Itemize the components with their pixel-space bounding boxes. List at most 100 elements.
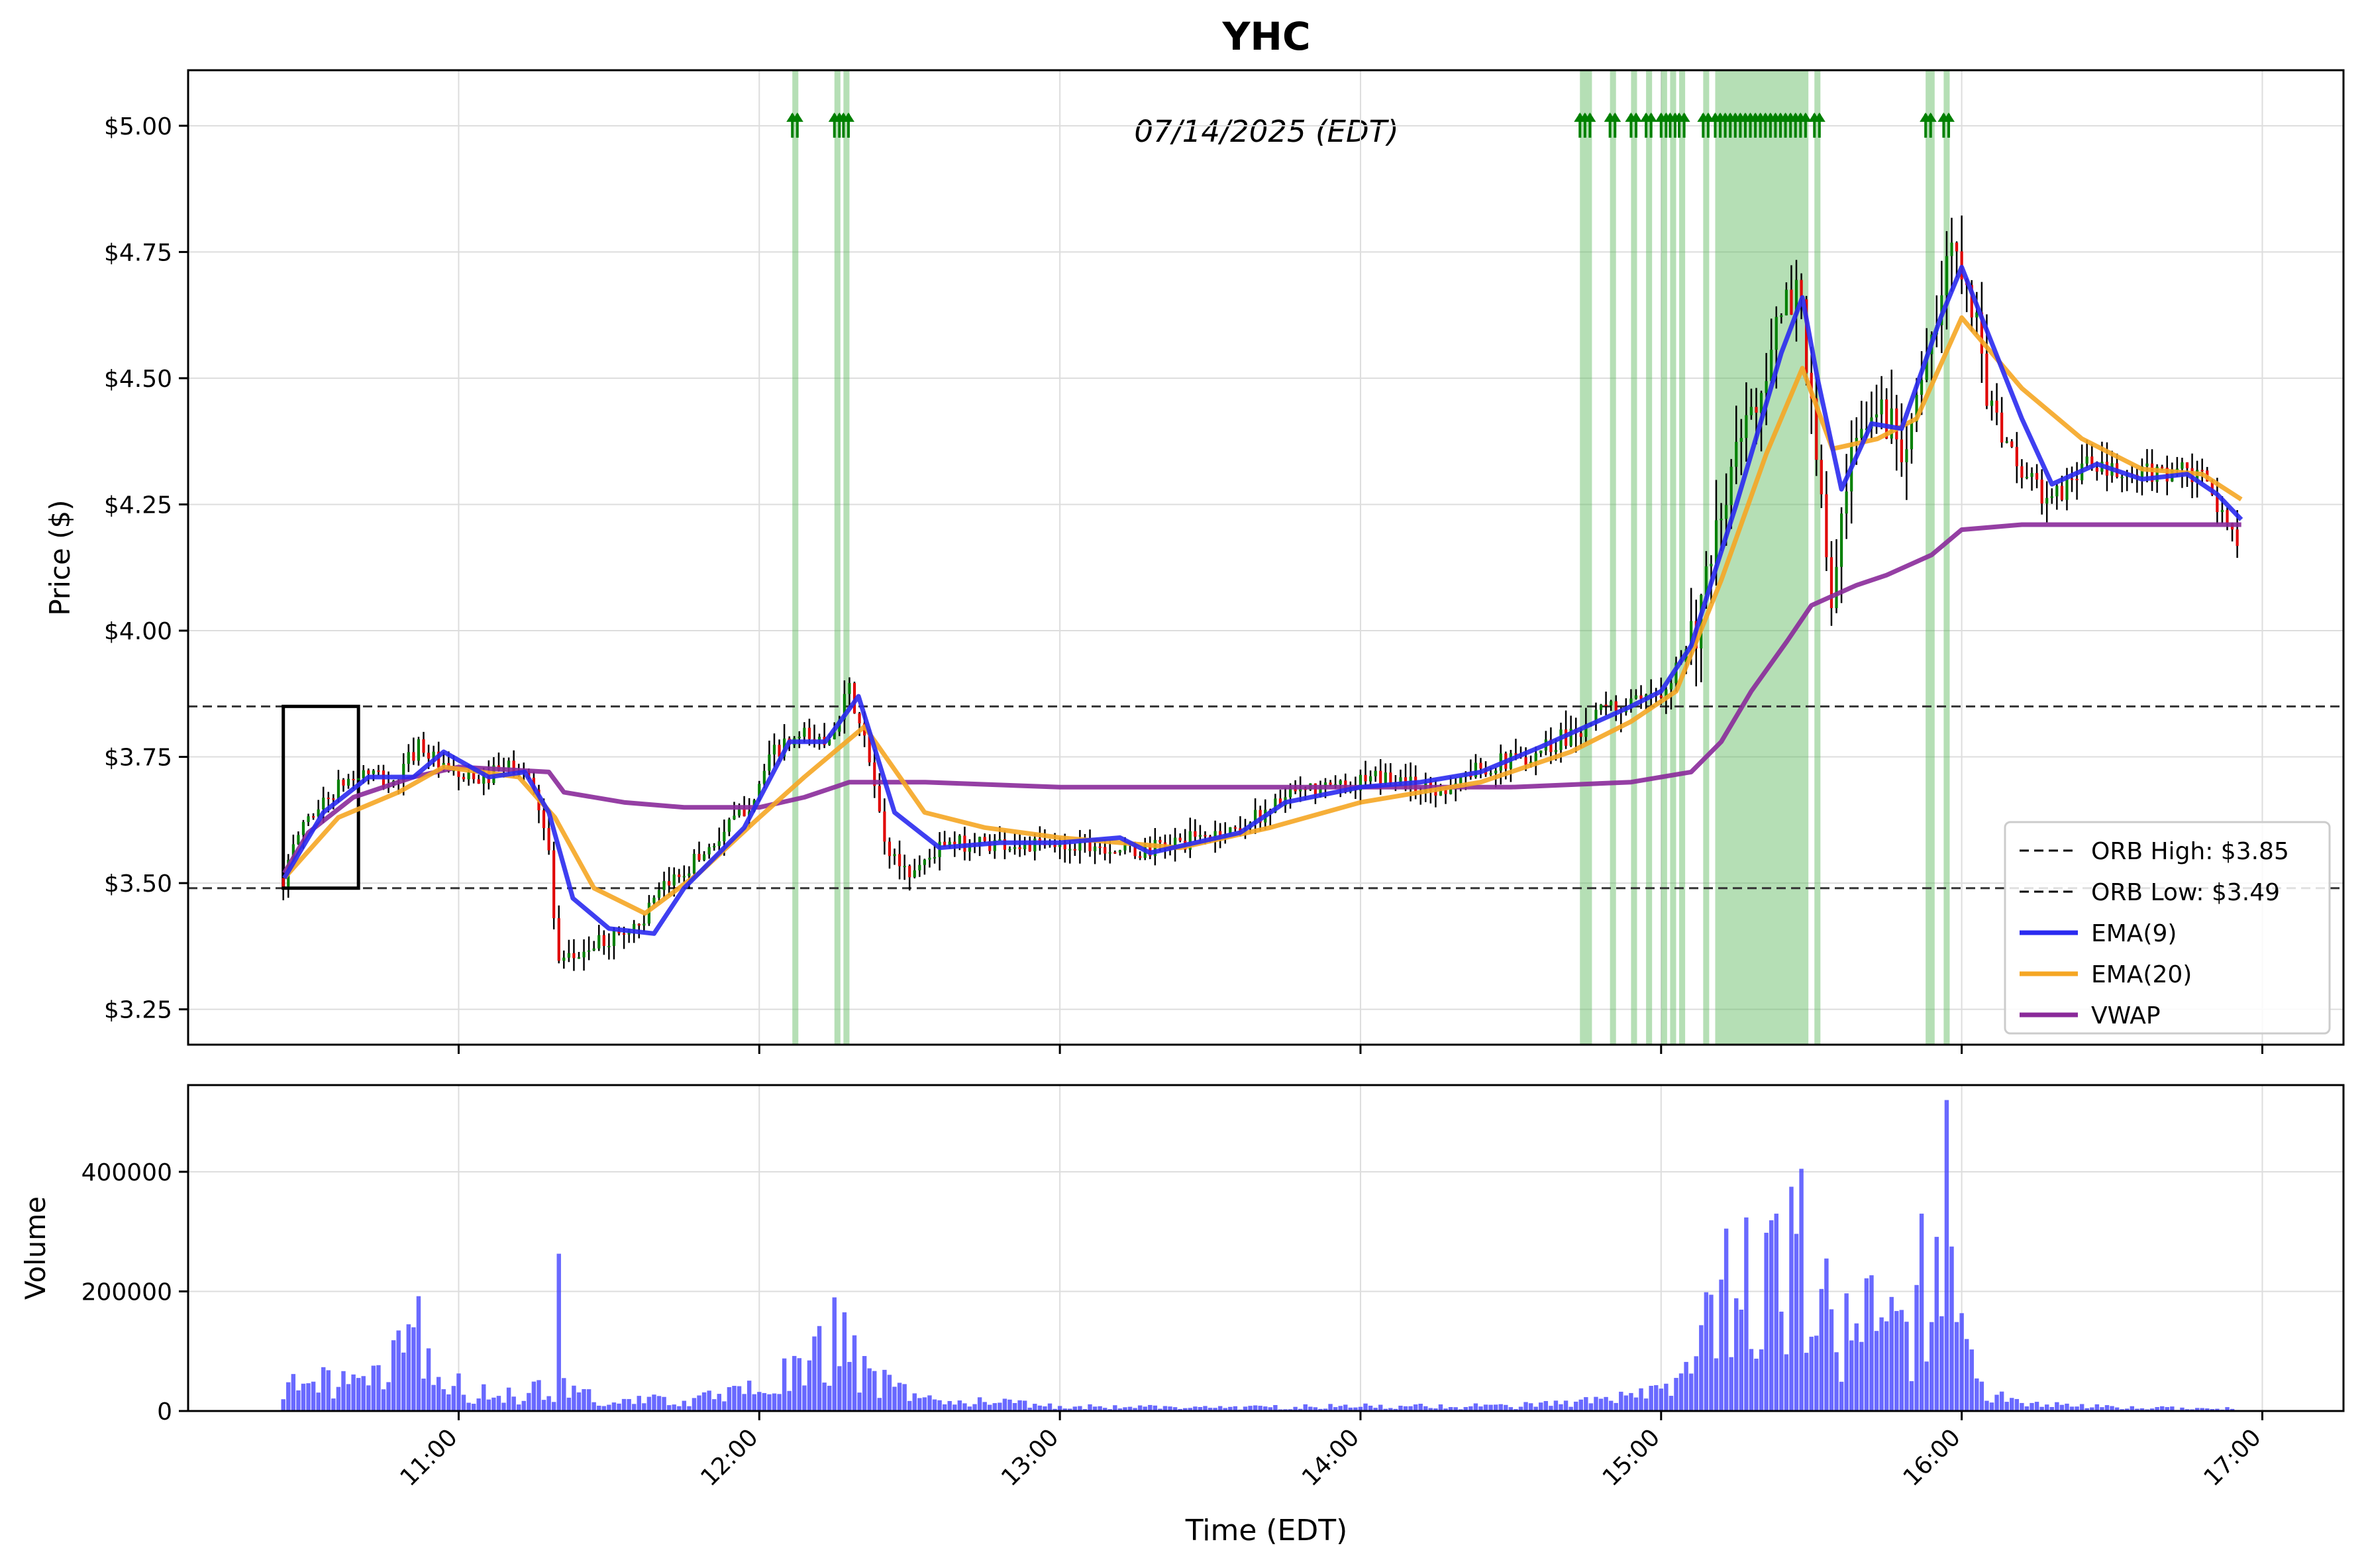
volume-bar [1183,1408,1188,1411]
legend-label: VWAP [2091,1002,2161,1029]
volume-bar [1383,1408,1388,1411]
candle-body [612,930,616,946]
candle-body [878,786,881,811]
volume-bar [381,1389,386,1411]
candle-body [467,772,470,780]
candle-body [1158,839,1162,843]
volume-bar [1569,1406,1573,1411]
candle-body [2035,473,2039,480]
candle-body [332,798,335,800]
volume-bar [1954,1322,1959,1411]
candle-body [657,890,661,898]
candle-body [472,772,476,780]
volume-bar [1323,1408,1328,1411]
candle-body [643,923,646,926]
candle-body [2085,456,2088,464]
volume-bar [967,1406,972,1411]
volume-bar [1172,1407,1178,1411]
candle-body [1008,849,1011,851]
volume-bar [1428,1408,1433,1411]
volume-bar [912,1393,917,1411]
price-tick-label: $3.75 [104,745,172,772]
candle-body [1925,354,1928,380]
candle-body [1399,777,1402,786]
volume-bar [2225,1407,2230,1411]
volume-bar [902,1384,907,1411]
volume-bar [952,1404,957,1411]
volume-bar [391,1340,396,1411]
volume-bar [527,1392,531,1411]
candle-body [908,866,911,878]
volume-bar [666,1405,672,1411]
volume-bar [1498,1404,1503,1411]
candle-body [1139,856,1142,859]
candle-body [557,918,560,961]
volume-bar [746,1381,752,1411]
candle-body [1133,844,1137,857]
candle-body [1274,798,1277,813]
candle-body [2210,481,2214,495]
legend: ORB High: $3.85 ORB Low: $3.49 EMA(9) EMA(2… [2004,821,2331,1035]
volume-bar [1193,1406,1198,1411]
candle-body [1805,299,1808,373]
volume-bar [461,1394,466,1411]
candle-body [1524,757,1527,765]
candle-body [1639,695,1643,700]
candle-body [2226,509,2229,524]
candle-body [1669,683,1673,690]
candle-body [1774,317,1778,350]
candle-body [1229,827,1232,835]
volume-bar [631,1404,637,1411]
candle-body [2236,529,2239,547]
candle-body [768,754,771,771]
volume-bar [1153,1405,1158,1411]
volume-axis-label: Volume [19,1196,52,1300]
volume-bar [1408,1406,1413,1411]
volume-bar [701,1392,707,1411]
vwap-line [282,522,2241,874]
date-annotation: 07/14/2025 (EDT) [1134,114,1398,149]
volume-bar [311,1381,316,1411]
volume-bar [486,1399,491,1411]
volume-bar [1263,1406,1268,1411]
volume-bar [1007,1399,1012,1411]
candle-body [727,819,731,832]
candle-body [1920,380,1924,395]
volume-bar [1904,1322,1909,1411]
candle-body [688,873,691,876]
signal-bands [792,70,1950,1045]
candle-body [1434,790,1437,796]
candle-body [1299,788,1302,792]
candle-body [672,874,676,886]
candle-body [432,751,435,759]
candle-body [918,864,921,870]
candle-body [1845,491,1848,514]
candle-body [733,815,736,819]
candle-body [427,753,431,759]
candle-body [807,727,811,739]
volume-bar [562,1378,566,1411]
volume-bar [1739,1309,1744,1411]
volume-bar [386,1382,391,1411]
volume-bar [1403,1406,1408,1411]
volume-bar [1794,1233,1799,1411]
volume-bar [1393,1408,1398,1411]
candle-body [1474,762,1478,778]
candle-body [1950,242,1953,256]
volume-bar [982,1402,987,1411]
volume-bar [1989,1402,1994,1411]
volume-axis-ticks: 0 200000 400000 [81,1159,188,1426]
volume-bar [1764,1232,1769,1411]
volume-bar [2170,1406,2175,1411]
candle-body [412,752,415,761]
candle-body [1534,753,1537,762]
volume-bar [2159,1406,2165,1411]
candle-body [1123,843,1127,851]
volume-bar [642,1403,646,1411]
volume-bar [767,1394,772,1411]
candle-body [1093,846,1097,851]
candle-body [377,770,380,772]
candle-body [1554,750,1558,753]
candle-body [482,770,486,784]
signal-band [1580,70,1592,1045]
